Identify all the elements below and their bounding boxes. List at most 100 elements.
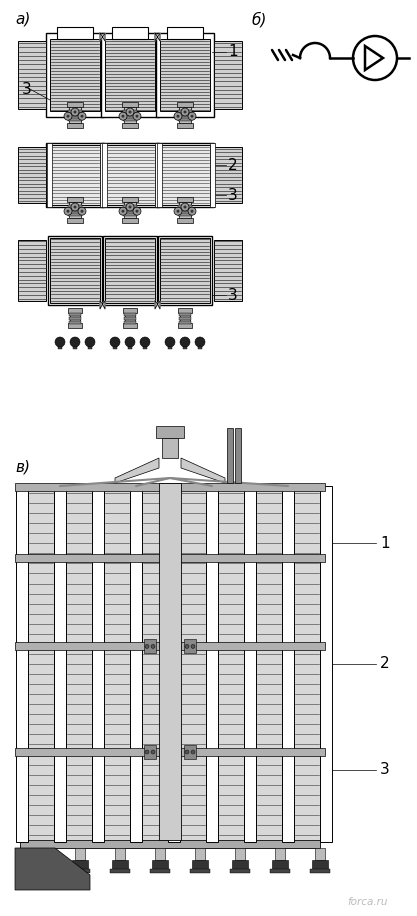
Bar bbox=[92, 486, 104, 842]
Bar bbox=[312, 860, 328, 870]
Circle shape bbox=[78, 207, 86, 215]
Text: 3: 3 bbox=[228, 288, 238, 302]
Bar bbox=[47, 143, 52, 207]
Bar bbox=[112, 860, 128, 870]
Text: 1: 1 bbox=[380, 536, 389, 551]
Circle shape bbox=[165, 337, 175, 347]
Text: 1: 1 bbox=[228, 45, 238, 60]
Bar bbox=[179, 202, 191, 218]
Bar bbox=[68, 323, 82, 328]
Bar bbox=[177, 102, 193, 107]
Circle shape bbox=[133, 112, 141, 120]
Bar bbox=[32, 860, 48, 870]
Circle shape bbox=[181, 108, 189, 116]
Circle shape bbox=[353, 36, 397, 80]
Bar bbox=[35, 848, 45, 860]
Bar bbox=[102, 143, 107, 207]
Circle shape bbox=[183, 205, 186, 209]
Bar bbox=[123, 114, 137, 116]
Bar bbox=[179, 107, 191, 123]
Bar bbox=[68, 209, 82, 212]
Bar bbox=[178, 114, 192, 116]
Circle shape bbox=[126, 203, 134, 211]
Circle shape bbox=[195, 337, 205, 347]
Bar bbox=[244, 486, 256, 842]
Bar bbox=[178, 308, 192, 313]
Bar bbox=[28, 488, 54, 840]
Bar bbox=[123, 308, 137, 313]
Bar bbox=[162, 438, 178, 458]
Bar bbox=[68, 117, 82, 121]
Bar bbox=[178, 323, 192, 328]
Circle shape bbox=[110, 337, 120, 347]
Bar bbox=[123, 209, 137, 212]
Bar bbox=[210, 143, 215, 207]
Bar bbox=[214, 239, 242, 300]
Circle shape bbox=[136, 114, 138, 117]
Bar bbox=[184, 745, 196, 759]
Circle shape bbox=[70, 337, 80, 347]
Bar bbox=[178, 204, 192, 208]
Bar bbox=[184, 639, 196, 653]
Text: forca.ru: forca.ru bbox=[347, 897, 388, 907]
Circle shape bbox=[151, 750, 155, 754]
Bar bbox=[70, 313, 80, 323]
Bar bbox=[156, 143, 214, 207]
Bar bbox=[124, 312, 136, 315]
Bar bbox=[18, 239, 46, 300]
Bar bbox=[177, 197, 193, 202]
Bar bbox=[105, 145, 155, 205]
Bar bbox=[67, 218, 83, 223]
Bar bbox=[218, 488, 244, 840]
Bar bbox=[124, 321, 136, 323]
Bar bbox=[101, 143, 159, 207]
Bar bbox=[230, 869, 250, 873]
Bar bbox=[214, 41, 242, 109]
Bar bbox=[46, 143, 104, 207]
Bar bbox=[156, 426, 184, 438]
Bar bbox=[112, 27, 148, 39]
Circle shape bbox=[128, 111, 131, 114]
Bar bbox=[15, 748, 325, 756]
Bar bbox=[178, 213, 192, 215]
Text: 3: 3 bbox=[380, 762, 390, 777]
Bar bbox=[214, 147, 242, 203]
Bar bbox=[227, 428, 233, 483]
Bar bbox=[157, 143, 162, 207]
Circle shape bbox=[125, 337, 135, 347]
Bar bbox=[125, 313, 135, 323]
Bar bbox=[69, 107, 81, 123]
Bar bbox=[122, 123, 138, 128]
Bar bbox=[168, 486, 180, 842]
Circle shape bbox=[176, 114, 179, 117]
Circle shape bbox=[188, 112, 196, 120]
Bar bbox=[50, 145, 100, 205]
Bar bbox=[69, 321, 81, 323]
Bar bbox=[190, 869, 210, 873]
Bar bbox=[158, 235, 212, 304]
Bar bbox=[110, 869, 130, 873]
Bar bbox=[69, 202, 81, 218]
Bar bbox=[113, 342, 117, 349]
Circle shape bbox=[176, 210, 179, 213]
Bar bbox=[124, 317, 136, 320]
Bar bbox=[70, 869, 90, 873]
Bar bbox=[122, 218, 138, 223]
Circle shape bbox=[145, 750, 149, 754]
Bar bbox=[143, 342, 147, 349]
Bar bbox=[167, 27, 203, 39]
Bar bbox=[66, 488, 92, 840]
Circle shape bbox=[121, 114, 125, 117]
Bar bbox=[124, 107, 136, 123]
Text: 2: 2 bbox=[228, 158, 238, 172]
Circle shape bbox=[181, 203, 189, 211]
Bar bbox=[179, 321, 191, 323]
Polygon shape bbox=[155, 301, 160, 309]
Bar bbox=[20, 840, 320, 848]
Bar bbox=[123, 117, 137, 121]
Bar bbox=[179, 317, 191, 320]
Bar bbox=[68, 114, 82, 116]
Bar bbox=[123, 213, 137, 215]
Polygon shape bbox=[100, 301, 105, 309]
Bar bbox=[178, 209, 192, 212]
